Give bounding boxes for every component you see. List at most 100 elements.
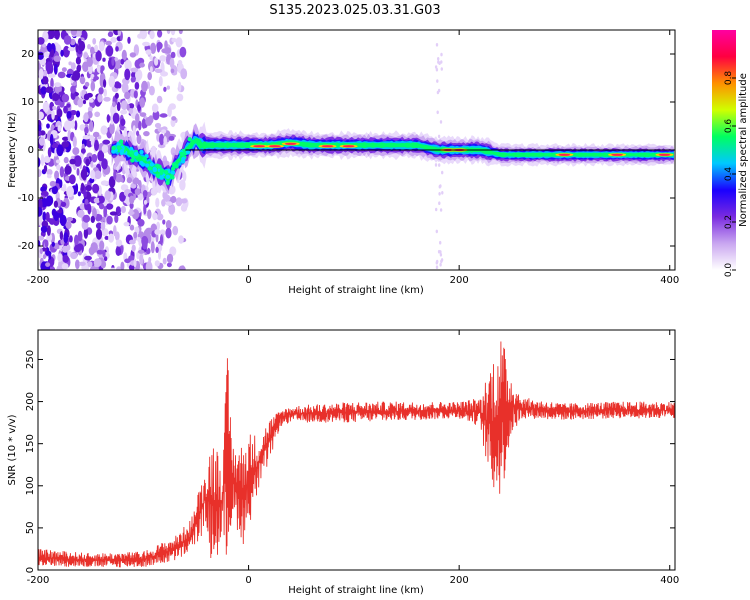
ridge-band: [111, 136, 674, 184]
ridge-blob: [163, 170, 169, 175]
noise-cell: [63, 232, 69, 244]
noise-cell: [93, 258, 102, 267]
ridge-blob: [140, 162, 146, 167]
noise-cell: [179, 46, 187, 58]
noise-cell: [176, 93, 184, 102]
noise-cell: [128, 108, 134, 115]
snr-series-line: [38, 341, 675, 568]
noise-cell: [47, 147, 52, 158]
noise-cell: [45, 262, 51, 267]
noise-cell: [113, 225, 117, 237]
noise-cell: [101, 158, 108, 170]
noise-cell: [436, 79, 439, 83]
y-tick-label: 0: [25, 567, 36, 573]
noise-cell: [75, 110, 81, 118]
noise-cell: [124, 258, 131, 264]
noise-cell: [154, 68, 163, 74]
noise-cell: [90, 161, 94, 168]
noise-cell: [40, 186, 47, 193]
x-tick-label: 0: [245, 275, 251, 286]
noise-cell: [83, 227, 89, 239]
noise-cell: [95, 222, 103, 230]
noise-cell: [120, 118, 126, 127]
noise-cell: [77, 191, 81, 197]
noise-cell: [76, 168, 80, 176]
noise-cell: [142, 190, 148, 197]
noise-cell: [90, 73, 95, 80]
noise-cell: [84, 126, 89, 134]
noise-cell: [57, 253, 63, 262]
noise-cell: [63, 105, 68, 114]
noise-cell: [42, 211, 47, 222]
noise-cell: [128, 211, 135, 215]
noise-cell: [120, 177, 124, 183]
noise-cell: [98, 195, 105, 204]
noise-cell: [437, 60, 440, 64]
noise-cell: [178, 81, 182, 93]
ridge-blob: [129, 150, 134, 155]
ridge-blob: [147, 166, 152, 171]
noise-cell: [141, 235, 149, 246]
noise-cell: [70, 62, 76, 70]
y-tick-label: 20: [21, 49, 34, 60]
noise-cell: [147, 209, 152, 220]
ridge-blob: [134, 151, 139, 156]
noise-cell: [135, 69, 143, 81]
noise-cell: [159, 55, 167, 62]
noise-cell: [77, 230, 83, 242]
noise-cell: [94, 139, 99, 152]
noise-cell: [133, 231, 138, 239]
noise-cell: [70, 85, 76, 94]
noise-cell: [178, 235, 184, 244]
noise-cell: [132, 209, 140, 220]
noise-cell: [84, 198, 89, 205]
noise-cell: [66, 103, 71, 108]
noise-cell: [112, 101, 116, 108]
y-tick-label: 200: [25, 392, 36, 411]
noise-cell: [152, 110, 160, 121]
noise-cell: [78, 261, 86, 266]
ridge-blob: [159, 170, 164, 175]
colorbar-tick-label: 0.2: [724, 215, 734, 229]
noise-cell: [42, 76, 49, 85]
noise-cell: [120, 206, 126, 214]
noise-cell: [75, 259, 80, 270]
noise-cell: [178, 265, 186, 270]
noise-cell: [54, 82, 62, 88]
x-tick-label: 400: [660, 275, 679, 286]
noise-cell: [74, 234, 79, 246]
ridge-blob: [170, 175, 175, 180]
noise-cell: [43, 165, 48, 173]
ridge-blob: [129, 146, 134, 152]
noise-cell: [124, 91, 131, 100]
noise-cell: [79, 76, 86, 85]
noise-cell: [46, 225, 51, 237]
noise-cell: [38, 136, 45, 146]
x-tick-label: 200: [450, 575, 469, 586]
noise-cell: [67, 47, 76, 52]
noise-cell: [99, 240, 105, 251]
noise-cell: [97, 93, 103, 103]
noise-cell: [124, 59, 132, 71]
noise-cell: [38, 169, 42, 178]
spectrogram-marks: [38, 30, 675, 270]
noise-cell: [170, 68, 175, 74]
noise-cell: [156, 221, 161, 231]
noise-cell: [180, 68, 188, 80]
noise-cell: [129, 224, 135, 231]
noise-cell: [134, 82, 140, 90]
noise-cell: [438, 192, 441, 196]
colorbar-tick-label: 0.8: [724, 71, 734, 86]
y-tick-label: 50: [25, 522, 36, 535]
noise-cell: [110, 114, 114, 125]
noise-cell: [51, 110, 55, 120]
ridge-blob: [130, 158, 135, 163]
noise-cell: [90, 215, 96, 223]
noise-cell: [435, 207, 438, 212]
noise-cell: [38, 68, 44, 80]
noise-cell: [58, 208, 63, 214]
noise-cell: [439, 184, 442, 188]
noise-cell: [436, 110, 439, 115]
noise-cell: [53, 200, 59, 208]
noise-cell: [440, 258, 444, 262]
